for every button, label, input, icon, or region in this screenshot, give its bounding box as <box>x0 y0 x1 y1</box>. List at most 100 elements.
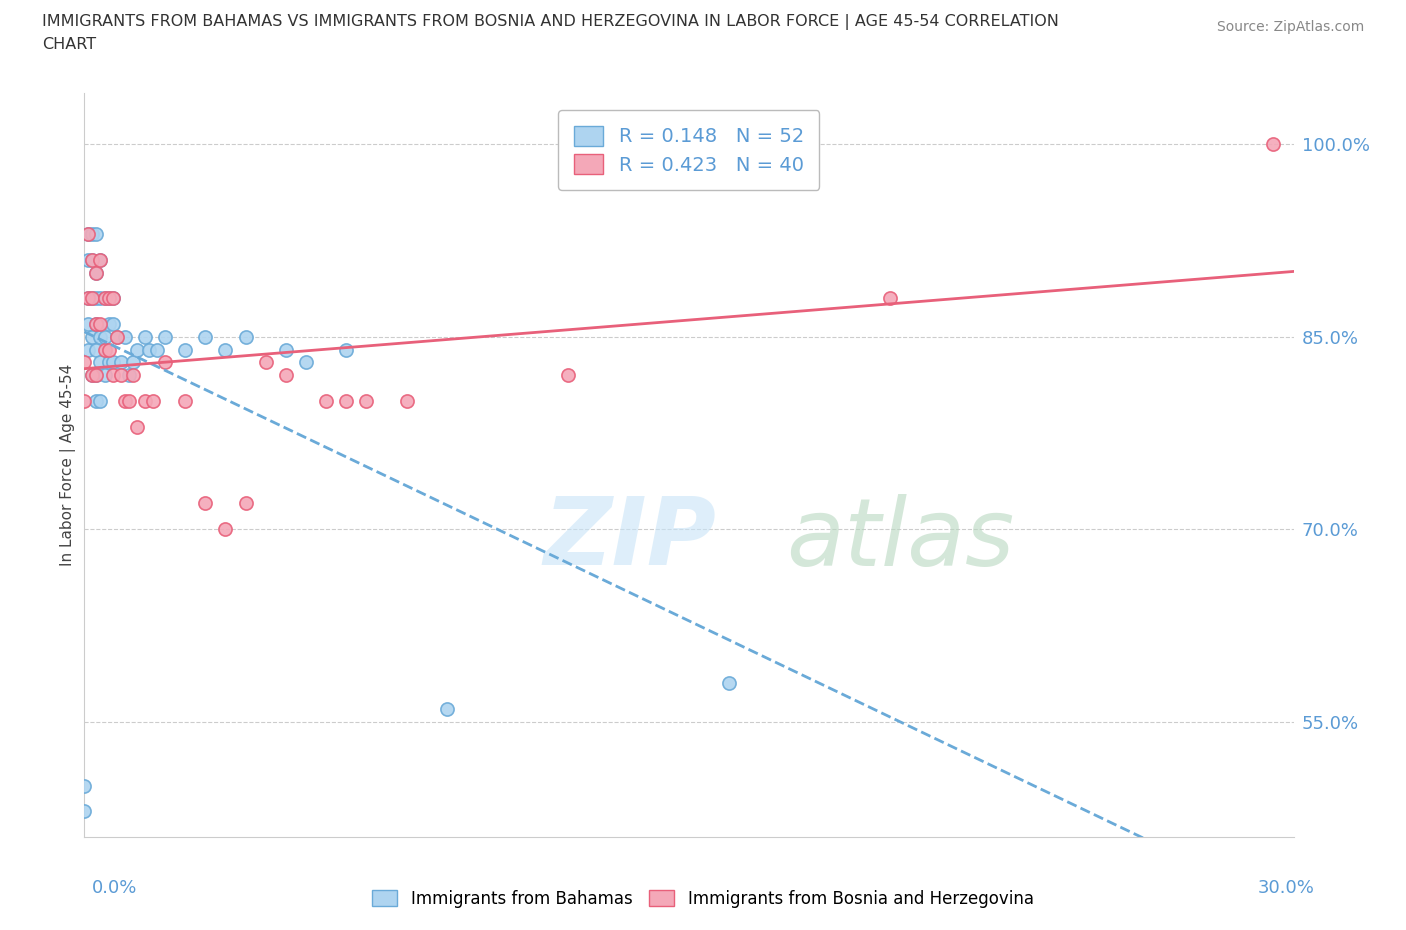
Point <box>93 291 115 306</box>
Point <box>295 355 318 370</box>
Point <box>77 227 100 242</box>
Point <box>77 291 100 306</box>
Text: 30.0%: 30.0% <box>1258 879 1315 897</box>
Point <box>86 367 108 382</box>
Point <box>77 252 100 267</box>
Point <box>121 367 143 382</box>
Point <box>86 367 108 382</box>
Point <box>77 316 100 331</box>
Point <box>194 496 217 511</box>
Point <box>86 316 108 331</box>
Point <box>214 522 236 537</box>
Point <box>77 291 100 306</box>
Point <box>335 342 357 357</box>
Point <box>395 393 418 408</box>
Point <box>77 342 100 357</box>
Point <box>436 701 458 716</box>
Point <box>879 291 901 306</box>
Point <box>174 393 197 408</box>
Point <box>153 355 176 370</box>
Point <box>142 393 165 408</box>
Legend: R = 0.148   N = 52, R = 0.423   N = 40: R = 0.148 N = 52, R = 0.423 N = 40 <box>558 110 820 190</box>
Point <box>73 393 96 408</box>
Point <box>82 367 104 382</box>
Point <box>146 342 169 357</box>
Point <box>315 393 337 408</box>
Point <box>194 329 217 344</box>
Point <box>82 329 104 344</box>
Point <box>82 291 104 306</box>
Point <box>335 393 357 408</box>
Point <box>235 496 257 511</box>
Point <box>93 291 115 306</box>
Point <box>77 227 100 242</box>
Point <box>153 329 176 344</box>
Point <box>89 355 111 370</box>
Point <box>93 329 115 344</box>
Point <box>86 265 108 280</box>
Point <box>97 291 120 306</box>
Y-axis label: In Labor Force | Age 45-54: In Labor Force | Age 45-54 <box>60 364 76 566</box>
Point <box>86 342 108 357</box>
Point <box>121 355 143 370</box>
Point <box>97 342 120 357</box>
Text: Source: ZipAtlas.com: Source: ZipAtlas.com <box>1216 20 1364 34</box>
Point <box>93 342 115 357</box>
Point <box>86 316 108 331</box>
Point <box>110 367 132 382</box>
Point <box>93 367 115 382</box>
Point <box>73 355 96 370</box>
Point <box>235 329 257 344</box>
Point <box>73 804 96 818</box>
Text: atlas: atlas <box>786 494 1014 585</box>
Text: CHART: CHART <box>42 37 96 52</box>
Point <box>214 342 236 357</box>
Text: IMMIGRANTS FROM BAHAMAS VS IMMIGRANTS FROM BOSNIA AND HERZEGOVINA IN LABOR FORCE: IMMIGRANTS FROM BAHAMAS VS IMMIGRANTS FR… <box>42 14 1059 30</box>
Point <box>97 291 120 306</box>
Point <box>125 342 148 357</box>
Point <box>718 675 741 690</box>
Point <box>86 291 108 306</box>
Point <box>89 316 111 331</box>
Point <box>118 367 141 382</box>
Point <box>138 342 160 357</box>
Point <box>114 393 136 408</box>
Point <box>101 316 124 331</box>
Point <box>86 227 108 242</box>
Point <box>89 252 111 267</box>
Point <box>89 329 111 344</box>
Text: ZIP: ZIP <box>544 494 717 585</box>
Point <box>89 291 111 306</box>
Point <box>82 227 104 242</box>
Point <box>97 355 120 370</box>
Point <box>110 355 132 370</box>
Point <box>101 291 124 306</box>
Point <box>82 252 104 267</box>
Point <box>97 316 120 331</box>
Point <box>274 342 297 357</box>
Point <box>101 355 124 370</box>
Point <box>1263 137 1285 152</box>
Point <box>134 329 156 344</box>
Legend: Immigrants from Bahamas, Immigrants from Bosnia and Herzegovina: Immigrants from Bahamas, Immigrants from… <box>366 883 1040 914</box>
Point <box>86 393 108 408</box>
Point <box>82 291 104 306</box>
Point <box>174 342 197 357</box>
Point <box>101 291 124 306</box>
Point <box>114 329 136 344</box>
Point <box>82 367 104 382</box>
Point <box>118 393 141 408</box>
Point <box>89 252 111 267</box>
Point <box>105 329 128 344</box>
Point <box>125 419 148 434</box>
Point <box>134 393 156 408</box>
Text: 0.0%: 0.0% <box>91 879 136 897</box>
Point <box>89 393 111 408</box>
Point <box>274 367 297 382</box>
Point <box>254 355 277 370</box>
Point <box>82 252 104 267</box>
Point <box>105 329 128 344</box>
Point <box>101 367 124 382</box>
Point <box>86 265 108 280</box>
Point <box>557 367 579 382</box>
